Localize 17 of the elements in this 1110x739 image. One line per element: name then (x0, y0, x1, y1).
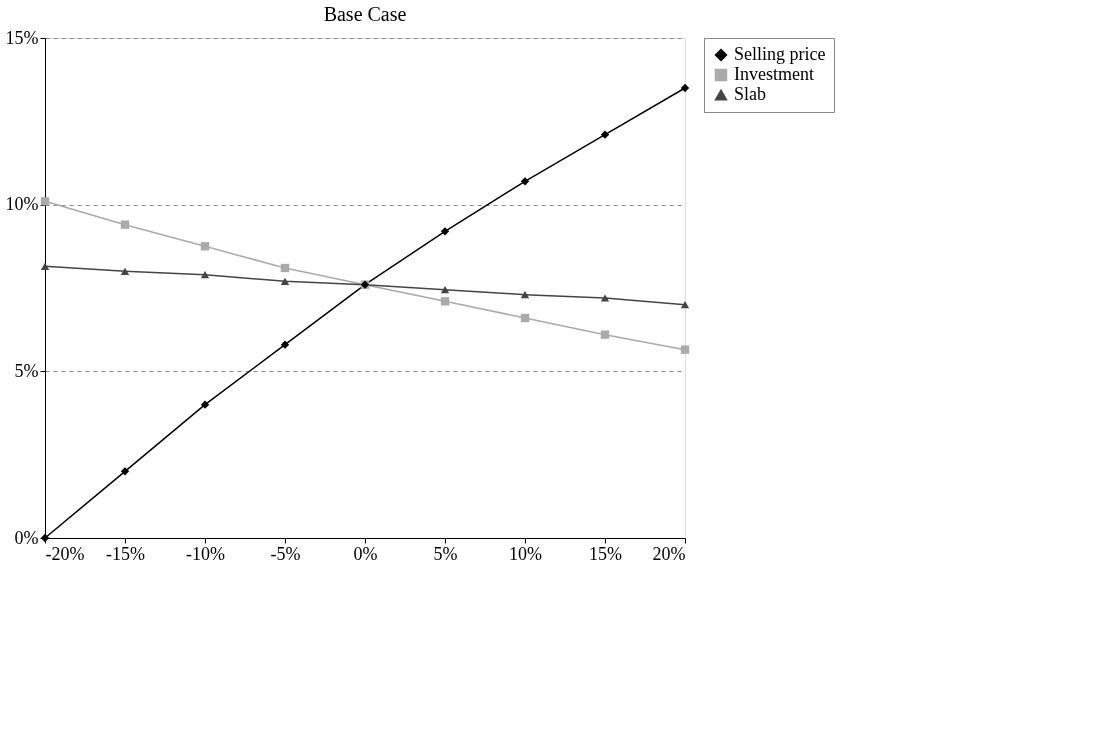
x-tick-label: 5% (433, 543, 458, 564)
chart-title: Base Case (323, 3, 407, 25)
x-tick-label: -10% (186, 543, 225, 564)
x-tick-label: 15% (589, 543, 622, 564)
y-tick-label: 10% (5, 194, 39, 215)
x-tick-label: -15% (106, 543, 145, 564)
y-tick-label: 0% (14, 527, 39, 548)
x-tick-label: 10% (509, 543, 542, 564)
legend-label: Investment (734, 64, 814, 84)
x-tick-label: 0% (353, 543, 378, 564)
y-tick-label: 5% (14, 360, 39, 381)
x-tick-label: 20% (652, 543, 686, 564)
y-tick-label: 15% (5, 27, 39, 48)
legend-label: Selling price (734, 44, 826, 64)
x-tick-label: -20% (45, 543, 85, 564)
legend-label: Slab (734, 84, 767, 104)
x-tick-label: -5% (270, 543, 301, 564)
